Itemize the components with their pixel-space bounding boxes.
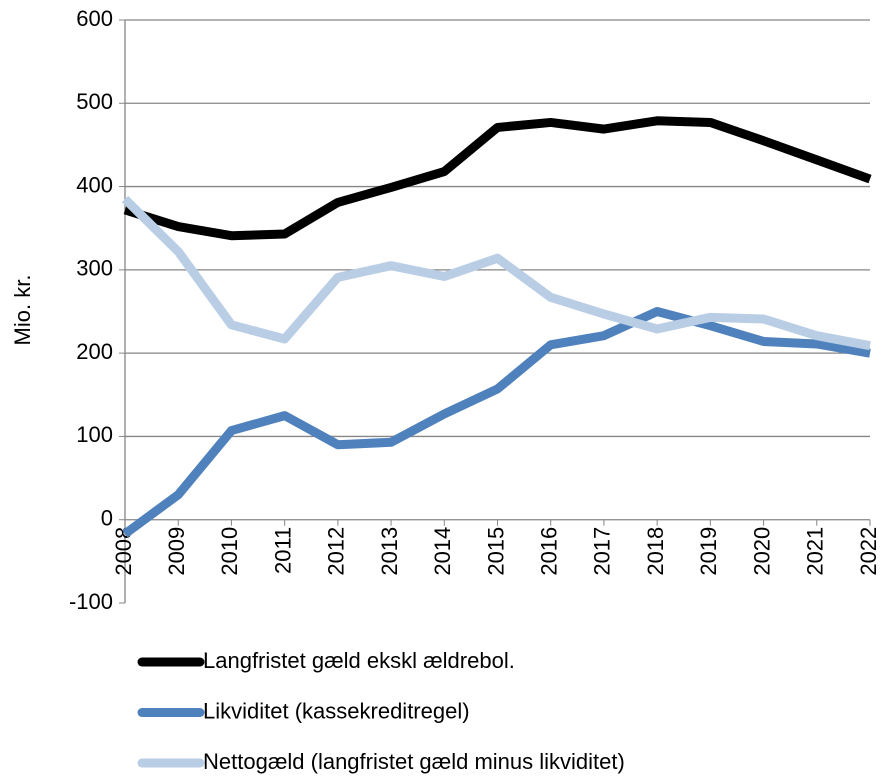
x-tick-label: 2011 <box>270 527 295 574</box>
y-tick-label: -100 <box>69 589 113 614</box>
y-tick-label: 100 <box>76 422 113 447</box>
y-tick-label: 200 <box>76 339 113 364</box>
y-tick-label: 300 <box>76 256 113 281</box>
legend-label: Langfristet gæld ekskl ældrebol. <box>203 648 515 673</box>
x-tick-label: 2009 <box>164 527 189 576</box>
x-tick-label: 2020 <box>749 527 774 576</box>
x-tick-label: 2019 <box>696 527 721 576</box>
y-tick-label: 500 <box>76 89 113 114</box>
x-tick-label: 2018 <box>643 527 668 576</box>
x-tick-label: 2017 <box>590 527 615 576</box>
x-tick-label: 2022 <box>856 527 881 576</box>
legend-label: Nettogæld (langfristet gæld minus likvid… <box>203 749 625 774</box>
x-tick-label: 2021 <box>803 527 828 576</box>
x-tick-label: 2015 <box>483 527 508 576</box>
x-tick-label: 2014 <box>430 527 455 576</box>
y-tick-label: 400 <box>76 172 113 197</box>
legend-label: Likviditet (kassekreditregel) <box>203 698 470 723</box>
x-tick-label: 2016 <box>537 527 562 576</box>
x-tick-label: 2012 <box>324 527 349 576</box>
y-tick-label: 0 <box>101 506 113 531</box>
x-tick-label: 2013 <box>377 527 402 576</box>
y-axis-label: Mio. kr. <box>10 275 35 346</box>
x-tick-label: 2010 <box>217 527 242 576</box>
y-tick-label: 600 <box>76 6 113 31</box>
series-line <box>121 195 871 351</box>
series-line <box>122 307 871 538</box>
x-tick-label: 2008 <box>111 527 136 576</box>
series-line <box>123 116 872 241</box>
